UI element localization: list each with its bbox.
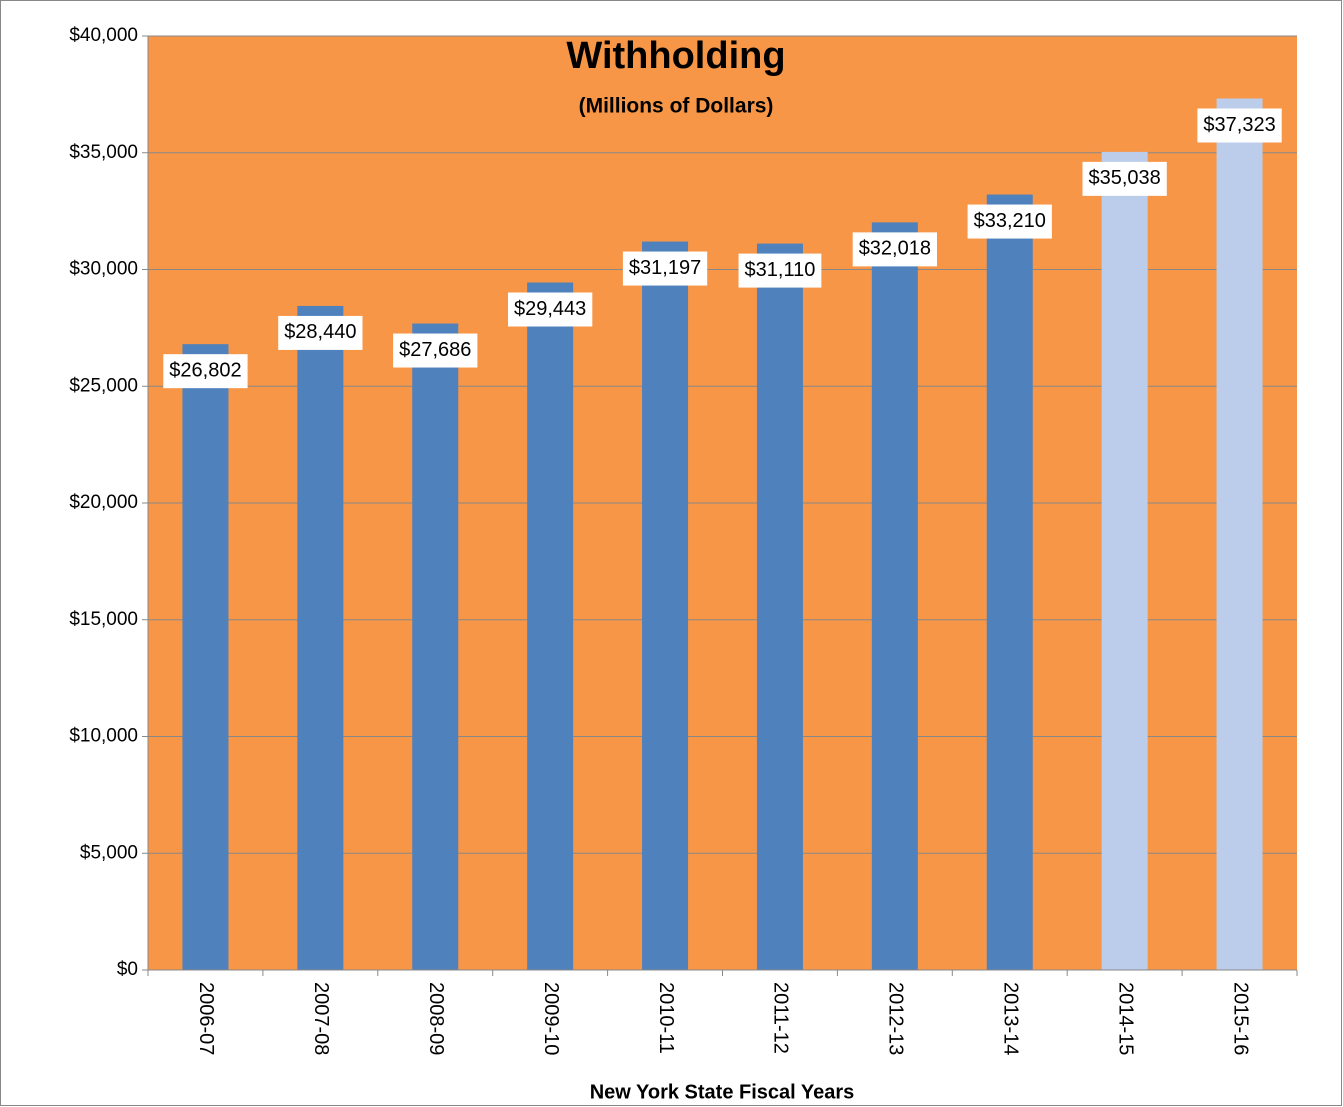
y-tick-label: $30,000 <box>69 259 138 280</box>
y-tick-label: $40,000 <box>69 25 138 46</box>
x-tick-label: 2008-09 <box>425 982 447 1055</box>
value-label: $27,686 <box>399 339 471 361</box>
value-label-box <box>738 253 822 288</box>
y-tick-label: $20,000 <box>69 492 138 513</box>
value-label: $37,323 <box>1203 114 1275 136</box>
bar <box>986 194 1033 970</box>
y-tick-label: $10,000 <box>69 726 138 747</box>
bar <box>527 282 574 970</box>
bar <box>182 344 229 970</box>
x-axis-title: New York State Fiscal Years <box>590 1081 855 1103</box>
value-label-box <box>1197 108 1282 143</box>
x-tick-label: 2015-16 <box>1229 982 1251 1055</box>
value-label: $32,018 <box>859 238 931 260</box>
bar <box>871 222 918 970</box>
value-label: $29,443 <box>514 298 586 320</box>
bar <box>642 241 689 970</box>
value-label-box <box>1082 161 1167 196</box>
chart-subtitle: (Millions of Dollars) <box>579 95 774 118</box>
y-tick-label: $35,000 <box>69 142 138 163</box>
value-label-box <box>163 354 248 389</box>
x-tick-label: 2011-12 <box>770 982 792 1054</box>
bar <box>756 243 803 971</box>
value-label: $33,210 <box>974 210 1046 232</box>
value-label-box <box>967 204 1052 239</box>
y-tick-label: $0 <box>117 959 138 980</box>
value-label: $26,802 <box>169 359 241 381</box>
bar <box>412 323 459 971</box>
value-label: $35,038 <box>1089 167 1161 189</box>
chart-title: Withholding <box>566 35 785 77</box>
value-label-box <box>278 315 363 350</box>
value-label-box <box>852 232 937 267</box>
bar <box>1216 98 1263 971</box>
y-tick-label: $15,000 <box>69 609 138 630</box>
value-label: $28,440 <box>284 321 356 343</box>
value-label-box <box>508 292 593 327</box>
y-tick-label: $25,000 <box>69 375 138 396</box>
x-tick-label: 2009-10 <box>540 982 562 1055</box>
x-tick-label: 2006-07 <box>195 982 217 1055</box>
value-label: $31,197 <box>629 257 701 279</box>
value-label-box <box>622 251 708 286</box>
bar <box>297 305 344 970</box>
x-tick-label: 2010-11 <box>655 982 677 1054</box>
value-label: $31,110 <box>745 259 816 281</box>
x-tick-label: 2007-08 <box>310 982 332 1055</box>
value-label-box <box>393 333 478 368</box>
x-tick-label: 2014-15 <box>1114 982 1136 1055</box>
y-tick-label: $5,000 <box>80 842 138 863</box>
x-tick-label: 2013-14 <box>999 982 1021 1055</box>
x-tick-label: 2012-13 <box>885 982 907 1055</box>
bar <box>1101 151 1148 971</box>
